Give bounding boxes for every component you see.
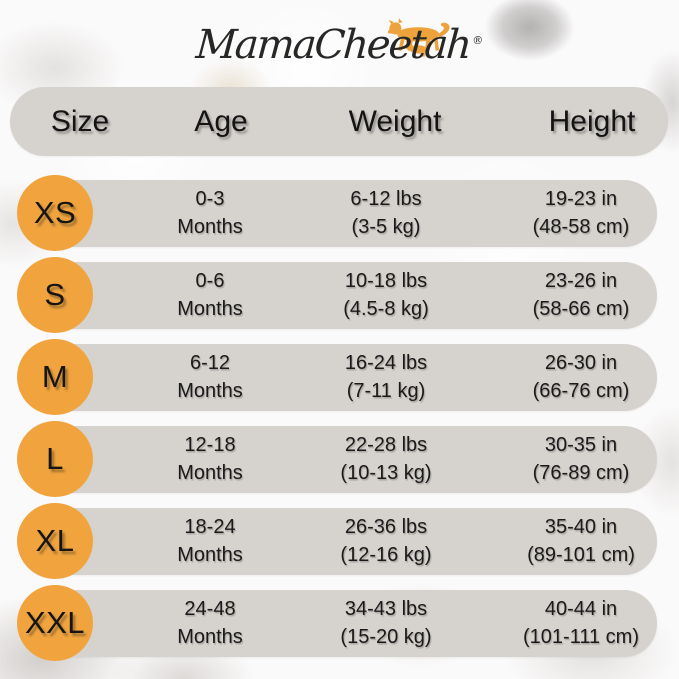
weight-kg: (15-20 kg) bbox=[340, 625, 432, 648]
age-range: 0-6 bbox=[195, 269, 225, 292]
age-range: 12-18 bbox=[184, 433, 236, 456]
weight-lbs: 10-18 lbs bbox=[344, 269, 428, 292]
header-weight: Weight bbox=[348, 104, 442, 138]
weight-lbs: 16-24 lbs bbox=[344, 351, 428, 374]
size-label: XXL bbox=[24, 605, 86, 640]
size-row-s: S 0-6 Months 10-18 lbs (4.5-8 kg) 23-26 in… bbox=[0, 257, 679, 333]
logo-wordmark: MamaCheetah bbox=[194, 22, 472, 68]
brand-logo: MamaCheetah® bbox=[0, 4, 679, 84]
height-cell: 40-44 in (101-111 cm) bbox=[523, 594, 639, 650]
age-cell: 24-48 Months bbox=[177, 594, 243, 650]
height-cm: (58-66 cm) bbox=[532, 297, 630, 320]
age-unit: Months bbox=[177, 461, 243, 484]
age-unit: Months bbox=[177, 297, 243, 320]
height-in: 19-23 in bbox=[544, 187, 618, 210]
age-range: 18-24 bbox=[184, 515, 236, 538]
row-pill bbox=[24, 180, 657, 247]
weight-lbs: 22-28 lbs bbox=[344, 433, 428, 456]
size-row-xl: XL 18-24 Months 26-36 lbs (12-16 kg) 35-40… bbox=[0, 503, 679, 579]
size-row-xxl: XXL 24-48 Months 34-43 lbs (15-20 kg) 40-4… bbox=[0, 585, 679, 661]
logo-text: MamaCheetah® bbox=[194, 22, 484, 68]
height-cm: (89-101 cm) bbox=[527, 543, 635, 566]
weight-kg: (3-5 kg) bbox=[351, 215, 421, 238]
age-unit: Months bbox=[177, 625, 243, 648]
height-cm: (66-76 cm) bbox=[532, 379, 630, 402]
size-label: M bbox=[41, 359, 69, 394]
age-cell: 0-3 Months bbox=[177, 184, 243, 240]
header-size: Size bbox=[50, 104, 110, 138]
size-badge-xs: XS bbox=[17, 175, 93, 251]
row-pill bbox=[24, 590, 657, 657]
weight-cell: 10-18 lbs (4.5-8 kg) bbox=[343, 266, 429, 322]
weight-cell: 16-24 lbs (7-11 kg) bbox=[345, 348, 427, 404]
weight-lbs: 6-12 lbs bbox=[350, 187, 422, 210]
size-badge-xl: XL bbox=[17, 503, 93, 579]
registered-mark: ® bbox=[471, 33, 484, 47]
height-cm: (101-111 cm) bbox=[523, 625, 639, 648]
weight-lbs: 34-43 lbs bbox=[344, 597, 428, 620]
row-pill bbox=[24, 426, 657, 493]
row-pill bbox=[24, 344, 657, 411]
height-in: 35-40 in bbox=[544, 515, 618, 538]
height-cell: 30-35 in (76-89 cm) bbox=[533, 430, 630, 486]
age-cell: 12-18 Months bbox=[177, 430, 243, 486]
age-cell: 18-24 Months bbox=[177, 512, 243, 568]
height-in: 30-35 in bbox=[544, 433, 618, 456]
height-cm: (76-89 cm) bbox=[532, 461, 630, 484]
cheetah-with-cub-icon bbox=[387, 18, 450, 57]
height-cell: 26-30 in (66-76 cm) bbox=[533, 348, 630, 404]
weight-lbs: 26-36 lbs bbox=[344, 515, 428, 538]
age-cell: 0-6 Months bbox=[177, 266, 243, 322]
header-age: Age bbox=[194, 104, 248, 138]
table-header: Size Age Weight Height bbox=[10, 87, 668, 156]
age-unit: Months bbox=[177, 379, 243, 402]
height-in: 40-44 in bbox=[544, 597, 618, 620]
size-row-l: L 12-18 Months 22-28 lbs (10-13 kg) 30-35 … bbox=[0, 421, 679, 497]
age-unit: Months bbox=[177, 543, 243, 566]
age-cell: 6-12 Months bbox=[177, 348, 243, 404]
weight-kg: (7-11 kg) bbox=[346, 379, 426, 402]
size-badge-s: S bbox=[17, 257, 93, 333]
size-label: S bbox=[44, 277, 66, 312]
height-cell: 19-23 in (48-58 cm) bbox=[533, 184, 630, 240]
weight-kg: (10-13 kg) bbox=[340, 461, 432, 484]
weight-kg: (4.5-8 kg) bbox=[343, 297, 429, 320]
height-cm: (48-58 cm) bbox=[532, 215, 630, 238]
height-in: 26-30 in bbox=[544, 351, 618, 374]
age-unit: Months bbox=[177, 215, 243, 238]
weight-kg: (12-16 kg) bbox=[340, 543, 432, 566]
weight-cell: 26-36 lbs (12-16 kg) bbox=[340, 512, 431, 568]
size-badge-xxl: XXL bbox=[17, 585, 93, 661]
age-range: 0-3 bbox=[195, 187, 225, 210]
row-pill bbox=[24, 262, 657, 329]
size-label: XS bbox=[33, 195, 77, 230]
age-range: 6-12 bbox=[189, 351, 231, 374]
header-height: Height bbox=[548, 104, 636, 138]
height-cell: 35-40 in (89-101 cm) bbox=[527, 512, 635, 568]
age-range: 24-48 bbox=[184, 597, 236, 620]
weight-cell: 6-12 lbs (3-5 kg) bbox=[350, 184, 421, 240]
height-in: 23-26 in bbox=[544, 269, 618, 292]
weight-cell: 22-28 lbs (10-13 kg) bbox=[340, 430, 431, 486]
size-badge-l: L bbox=[17, 421, 93, 497]
size-row-xs: XS 0-3 Months 6-12 lbs (3-5 kg) 19-23 in (4… bbox=[0, 175, 679, 251]
row-pill bbox=[24, 508, 657, 575]
height-cell: 23-26 in (58-66 cm) bbox=[533, 266, 630, 322]
weight-cell: 34-43 lbs (15-20 kg) bbox=[340, 594, 431, 650]
size-label: XL bbox=[35, 523, 75, 558]
size-badge-m: M bbox=[17, 339, 93, 415]
size-label: L bbox=[46, 441, 64, 476]
size-row-m: M 6-12 Months 16-24 lbs (7-11 kg) 26-30 in… bbox=[0, 339, 679, 415]
